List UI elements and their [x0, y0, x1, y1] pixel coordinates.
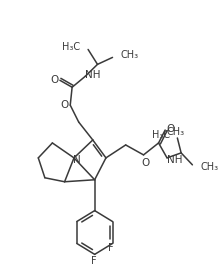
Text: O: O [167, 124, 175, 134]
Text: NH: NH [167, 155, 182, 165]
Text: H₃C: H₃C [61, 43, 80, 52]
Text: O: O [61, 100, 69, 110]
Text: F: F [91, 256, 97, 266]
Text: CH₃: CH₃ [201, 162, 219, 172]
Text: O: O [141, 158, 150, 168]
Text: F: F [108, 243, 114, 253]
Text: N: N [73, 155, 81, 165]
Text: CH₃: CH₃ [166, 127, 185, 137]
Text: O: O [50, 75, 58, 85]
Text: NH: NH [85, 70, 101, 80]
Text: H₃C: H₃C [152, 130, 170, 140]
Text: CH₃: CH₃ [121, 50, 139, 61]
